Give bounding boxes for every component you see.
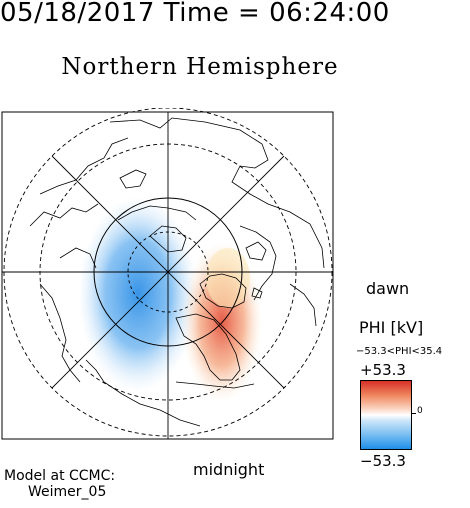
legend-range-text: −53.3<PHI<35.4: [356, 346, 443, 357]
model-credit: Model at CCMC:: [4, 468, 116, 484]
legend-title: PHI [kV]: [359, 318, 424, 337]
colorbar-zero-tick: [411, 413, 416, 414]
hemisphere-title: Northern Hemisphere: [61, 54, 339, 80]
polar-map: [1, 108, 334, 440]
positive-potential-halo: [206, 248, 250, 308]
legend-min-label: −53.3: [360, 452, 406, 470]
negative-potential-cell: [78, 196, 198, 392]
legend-zero-label: 0: [417, 406, 423, 416]
dawn-label: dawn: [366, 279, 410, 298]
meridian-lines: [2, 112, 333, 439]
midnight-label: midnight: [193, 460, 265, 479]
colorbar: [360, 380, 412, 450]
map-frame: [1, 111, 334, 440]
timestamp-header: 05/18/2017 Time = 06:24:00: [0, 0, 390, 28]
model-name: Weimer_05: [28, 484, 107, 500]
legend-max-label: +53.3: [360, 361, 406, 379]
